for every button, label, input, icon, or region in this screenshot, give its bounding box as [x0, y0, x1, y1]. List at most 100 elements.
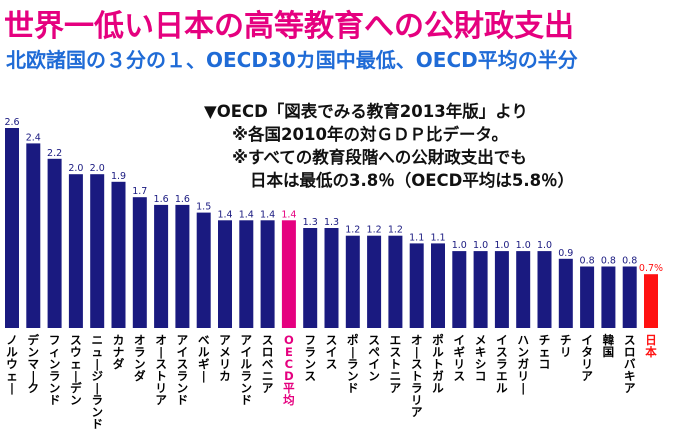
- category-label: オ|ストリア: [155, 333, 167, 407]
- value-label: 2.0: [68, 163, 83, 174]
- value-label: 1.9: [111, 171, 126, 182]
- value-label: 0.7%: [639, 263, 663, 274]
- data-bar: [303, 228, 318, 328]
- category-label: ポルトガル: [432, 333, 444, 395]
- chart-title: 世界一低い日本の高等教育への公財政支出: [4, 9, 574, 44]
- data-bar: [196, 212, 211, 328]
- data-bar: [26, 143, 41, 328]
- value-label: 0.8: [580, 256, 595, 267]
- category-label: カナダ: [113, 333, 125, 371]
- data-bar: [47, 158, 62, 328]
- category-label: ハンガリ|: [517, 333, 529, 395]
- data-bar: [175, 204, 190, 328]
- value-label: 1.3: [324, 217, 339, 228]
- category-label: O E C D 平均: [283, 333, 295, 407]
- category-label: スウェ|デン: [70, 333, 82, 407]
- category-label: オ|ストラリア: [411, 333, 423, 419]
- category-label: スイス: [326, 333, 338, 371]
- note-data-basis: ※各国2010年の対ＧＤＰ比データ。: [232, 125, 508, 144]
- category-label: イスラエル: [496, 333, 508, 395]
- data-bar: [68, 174, 83, 328]
- data-bar: [494, 251, 509, 328]
- value-label: 1.4: [217, 209, 232, 220]
- category-label: エストニア: [390, 333, 402, 395]
- value-label: 1.0: [516, 240, 531, 251]
- data-bar: [431, 243, 445, 328]
- value-label: 1.2: [345, 225, 360, 236]
- value-label: 1.6: [175, 194, 190, 205]
- data-bar: [622, 266, 637, 328]
- value-label: 1.0: [537, 240, 552, 251]
- data-bar: [388, 235, 403, 328]
- value-label: 1.7: [132, 186, 147, 197]
- data-bar: [90, 174, 105, 328]
- value-label: 1.2: [388, 225, 403, 236]
- category-label: スペイン: [368, 333, 380, 383]
- data-bar: [409, 243, 424, 328]
- value-label: 1.0: [494, 240, 509, 251]
- category-label: イギリス: [454, 333, 466, 383]
- data-bar: [473, 251, 488, 328]
- category-label: フランス: [304, 333, 316, 383]
- value-label: 1.3: [303, 217, 318, 228]
- data-bar: [132, 197, 147, 328]
- value-label: 1.1: [409, 232, 424, 243]
- data-bar: [239, 220, 254, 328]
- data-bar: [111, 181, 126, 328]
- data-bar: [452, 251, 467, 328]
- category-label: ベルギ|: [198, 333, 210, 383]
- category-label: ノルウェ|: [6, 333, 18, 395]
- category-label: スロバキア: [624, 333, 636, 395]
- category-label: デンマ|ク: [28, 333, 40, 395]
- value-label: 0.9: [558, 248, 573, 259]
- value-label: 1.6: [154, 194, 169, 205]
- category-label: アイスランド: [177, 333, 189, 407]
- chart-subtitle: 北欧諸国の３分の１、OECD30カ国中最低、OECD平均の半分: [6, 48, 578, 72]
- japan-bar: [644, 274, 658, 328]
- data-bar: [218, 220, 232, 328]
- value-label: 1.5: [196, 202, 211, 213]
- data-bar: [260, 220, 275, 328]
- category-label: ポ|ランド: [347, 333, 359, 395]
- value-label: 2.2: [47, 148, 62, 159]
- value-label: 1.4: [239, 209, 254, 220]
- data-bar: [537, 251, 552, 328]
- category-label: チェコ: [539, 333, 551, 371]
- value-label: 0.8: [622, 256, 637, 267]
- value-label: 2.0: [90, 163, 105, 174]
- value-label: 1.0: [473, 240, 488, 251]
- category-label: アイルランド: [241, 333, 253, 407]
- category-label: イタリア: [581, 333, 593, 383]
- value-label: 1.4: [281, 209, 296, 220]
- value-label: 1.4: [260, 209, 275, 220]
- value-label: 1.1: [430, 232, 445, 243]
- category-label: 日本: [645, 333, 657, 359]
- source-note: ▼OECD「図表でみる教育2013年版」より: [204, 102, 528, 121]
- category-label: オランダ: [134, 333, 146, 383]
- category-label: メキシコ: [475, 333, 487, 383]
- data-bar: [5, 128, 19, 328]
- value-label: 1.2: [367, 225, 382, 236]
- category-label: 韓国: [603, 333, 615, 359]
- data-bar: [324, 228, 339, 328]
- data-bar: [601, 266, 616, 328]
- data-bar: [154, 204, 169, 328]
- data-bar: [580, 266, 595, 328]
- data-bar: [516, 251, 531, 328]
- category-label: スロベニア: [262, 333, 274, 395]
- data-bar: [367, 235, 382, 328]
- category-label: アメリカ: [219, 333, 231, 383]
- category-label: チリ: [560, 333, 572, 359]
- value-label: 2.4: [26, 132, 41, 143]
- category-label: フィンランド: [49, 333, 61, 407]
- oecd-bar: [281, 220, 296, 328]
- note-all-levels: ※すべての教育段階への公財政支出でも: [232, 148, 527, 167]
- value-label: 1.0: [452, 240, 467, 251]
- data-bar: [558, 258, 573, 328]
- value-label: 0.8: [601, 256, 616, 267]
- category-label: ニュ|ジ|ランド: [91, 333, 103, 431]
- data-bar: [345, 235, 360, 328]
- value-label: 2.6: [4, 117, 19, 128]
- note-japan-lowest: 日本は最低の3.8％（OECD平均は5.8％）: [250, 171, 575, 190]
